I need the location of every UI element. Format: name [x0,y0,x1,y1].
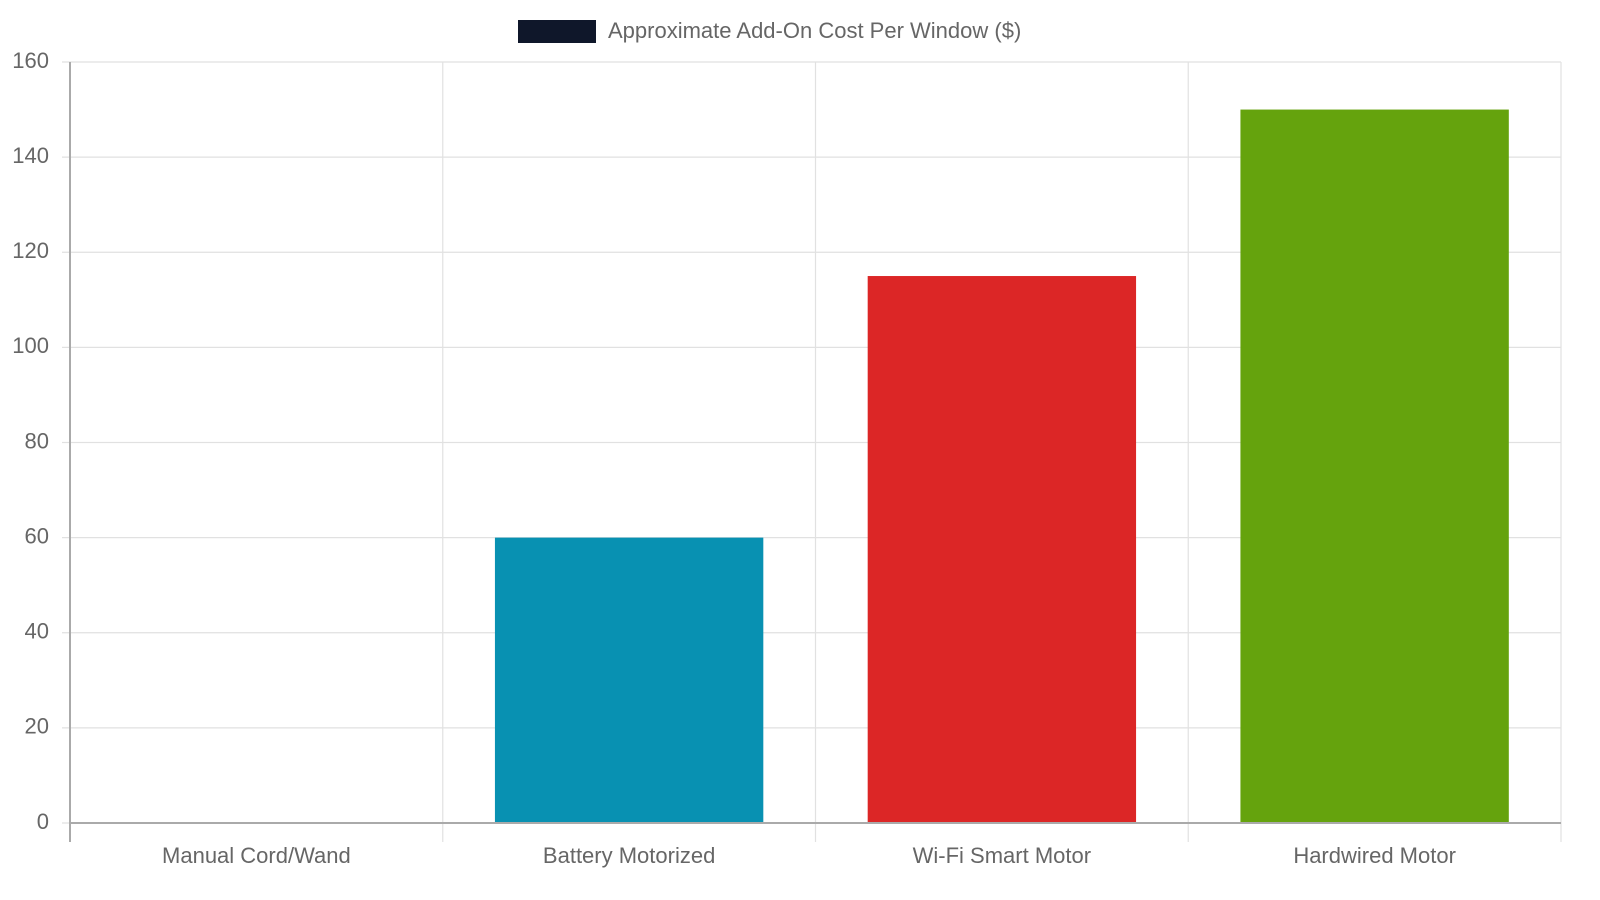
bar [1240,109,1509,823]
y-tick-label: 140 [12,143,49,168]
y-tick-label: 160 [12,48,49,73]
y-tick-label: 0 [37,809,49,834]
bar [494,537,764,823]
x-tick-label: Hardwired Motor [1293,843,1456,868]
y-tick-label: 40 [25,619,49,644]
legend-label: Approximate Add-On Cost Per Window ($) [608,18,1021,43]
y-tick-label: 60 [25,523,49,548]
y-tick-label: 120 [12,238,49,263]
y-tick-label: 100 [12,333,49,358]
x-tick-label: Battery Motorized [543,843,715,868]
x-tick-label: Manual Cord/Wand [162,843,351,868]
legend-swatch [518,20,596,43]
y-tick-label: 80 [25,428,49,453]
bar [867,276,1137,823]
x-tick-label: Wi-Fi Smart Motor [913,843,1091,868]
y-tick-label: 20 [25,714,49,739]
